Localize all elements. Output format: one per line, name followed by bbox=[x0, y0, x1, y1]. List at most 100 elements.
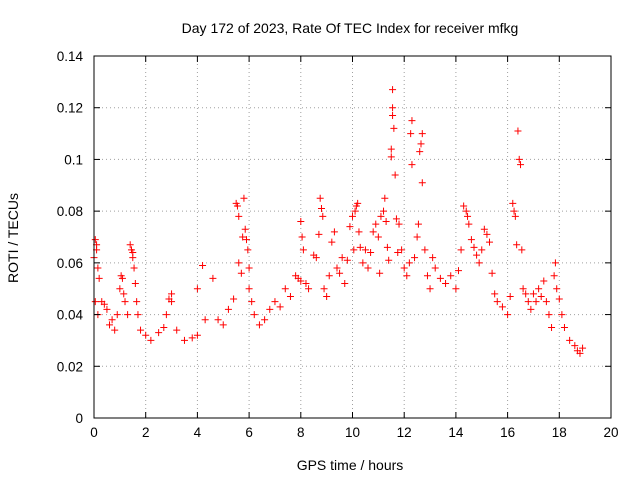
data-point bbox=[464, 212, 472, 220]
data-point bbox=[351, 207, 359, 215]
chart-title: Day 172 of 2023, Rate Of TEC Index for r… bbox=[182, 20, 519, 36]
data-point bbox=[333, 264, 341, 272]
y-tick-label: 0.02 bbox=[57, 359, 83, 374]
data-point bbox=[142, 331, 150, 339]
x-tick-label: 2 bbox=[142, 425, 150, 440]
data-point bbox=[400, 264, 408, 272]
data-point bbox=[248, 298, 256, 306]
data-point bbox=[325, 272, 333, 280]
data-point bbox=[108, 316, 116, 324]
data-point bbox=[571, 342, 579, 350]
data-point bbox=[94, 264, 102, 272]
data-point bbox=[173, 326, 181, 334]
data-point bbox=[518, 246, 526, 254]
x-tick-label: 18 bbox=[552, 425, 567, 440]
data-point bbox=[130, 264, 138, 272]
data-point bbox=[524, 298, 532, 306]
data-point bbox=[297, 217, 305, 225]
data-points bbox=[90, 86, 587, 357]
data-point bbox=[510, 207, 518, 215]
y-tick-label: 0.14 bbox=[57, 49, 84, 64]
data-point bbox=[465, 220, 473, 228]
data-point bbox=[113, 311, 121, 319]
data-point bbox=[470, 243, 478, 251]
data-point bbox=[103, 305, 111, 313]
data-point bbox=[121, 298, 129, 306]
data-point bbox=[390, 124, 398, 132]
data-point bbox=[367, 249, 375, 257]
x-tick-label: 20 bbox=[603, 425, 618, 440]
data-point bbox=[162, 311, 170, 319]
data-point bbox=[359, 259, 367, 267]
data-point bbox=[376, 269, 384, 277]
data-point bbox=[237, 269, 245, 277]
data-point bbox=[548, 324, 556, 331]
data-point bbox=[555, 295, 563, 303]
data-point bbox=[271, 298, 279, 306]
data-point bbox=[537, 292, 545, 300]
data-point bbox=[147, 336, 155, 344]
data-point bbox=[387, 145, 395, 153]
data-point bbox=[266, 305, 274, 313]
data-point bbox=[319, 212, 327, 220]
y-axis-label: ROTI / TECUs bbox=[5, 193, 21, 283]
data-point bbox=[355, 228, 363, 236]
data-point bbox=[436, 274, 444, 282]
data-point bbox=[299, 246, 307, 254]
data-point bbox=[317, 205, 325, 213]
data-point bbox=[349, 212, 356, 220]
data-point bbox=[486, 238, 494, 246]
data-point bbox=[346, 223, 354, 231]
data-point bbox=[395, 220, 403, 228]
data-point bbox=[193, 331, 201, 339]
data-point bbox=[341, 280, 349, 288]
data-point bbox=[542, 298, 550, 306]
data-point bbox=[160, 324, 168, 331]
data-point bbox=[405, 259, 413, 267]
data-point bbox=[235, 212, 243, 220]
data-point bbox=[180, 336, 188, 344]
y-tick-label: 0.12 bbox=[57, 101, 83, 116]
data-point bbox=[389, 86, 397, 94]
data-point bbox=[233, 202, 241, 210]
data-point bbox=[188, 334, 196, 342]
data-point bbox=[478, 246, 486, 254]
data-point bbox=[493, 298, 501, 306]
data-point bbox=[315, 230, 323, 238]
data-point bbox=[387, 153, 395, 161]
data-point bbox=[394, 249, 402, 257]
x-tick-label: 10 bbox=[345, 425, 360, 440]
data-point bbox=[118, 274, 126, 282]
data-point bbox=[224, 305, 232, 313]
data-point bbox=[545, 311, 553, 319]
data-point bbox=[131, 280, 139, 288]
data-point bbox=[261, 316, 269, 324]
data-point bbox=[426, 285, 434, 293]
data-point bbox=[576, 349, 584, 357]
data-point bbox=[408, 117, 416, 125]
data-point bbox=[298, 233, 306, 241]
data-point bbox=[504, 311, 512, 319]
data-point bbox=[429, 254, 437, 262]
y-tick-label: 0.08 bbox=[57, 204, 83, 219]
data-point bbox=[407, 130, 415, 138]
x-tick-label: 12 bbox=[397, 425, 412, 440]
data-point bbox=[553, 285, 561, 293]
data-point bbox=[385, 256, 393, 264]
x-axis-label: GPS time / hours bbox=[297, 457, 404, 473]
x-tick-label: 6 bbox=[245, 425, 253, 440]
data-point bbox=[120, 290, 128, 298]
data-point bbox=[389, 104, 397, 112]
data-point bbox=[240, 194, 248, 202]
data-point bbox=[255, 321, 263, 329]
data-point bbox=[423, 272, 431, 280]
data-point bbox=[506, 292, 514, 300]
data-point bbox=[377, 212, 385, 220]
data-point bbox=[330, 228, 338, 236]
data-point bbox=[124, 311, 132, 319]
data-point bbox=[91, 236, 99, 244]
data-point bbox=[276, 303, 284, 311]
data-point bbox=[219, 321, 227, 329]
data-point bbox=[312, 254, 320, 262]
